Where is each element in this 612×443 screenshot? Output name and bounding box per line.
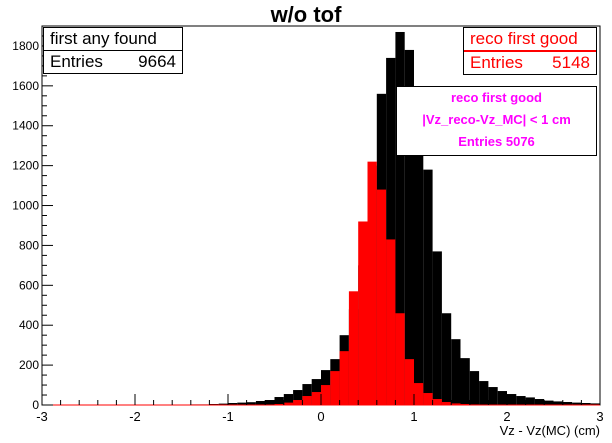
y-tick-label: 1800 xyxy=(12,39,39,53)
annotation-line-2: |Vz_reco-Vz_MC| < 1 cm xyxy=(422,112,571,127)
axes: 0 200 400 600 800 1000 1200 1400 1600 1800 -3 -2 -1 0… xyxy=(12,25,604,424)
bar-reco-first-good xyxy=(321,385,331,405)
y-tick-label: 200 xyxy=(19,358,39,372)
bar-reco-first-good xyxy=(395,313,405,405)
bar-first-any-found xyxy=(293,390,303,405)
x-tick-label: 3 xyxy=(596,409,603,424)
bar-first-any-found xyxy=(218,403,228,405)
bar-first-any-found xyxy=(525,397,535,405)
bar-reco-first-good xyxy=(404,359,414,405)
stats-box-name: reco first good xyxy=(464,28,596,51)
annotation-line-3: Entries 5076 xyxy=(458,134,535,149)
x-tick-label: -2 xyxy=(129,409,141,424)
bar-reco-first-good xyxy=(451,403,461,405)
y-tick-label: 800 xyxy=(19,238,39,252)
bar-first-any-found xyxy=(237,402,247,405)
y-tick-label: 1400 xyxy=(12,119,39,133)
bar-first-any-found xyxy=(246,402,256,405)
bar-first-any-found xyxy=(507,394,517,405)
bar-first-any-found xyxy=(432,251,442,405)
bar-first-any-found xyxy=(553,401,563,405)
bar-first-any-found xyxy=(274,397,284,405)
y-tick-label: 400 xyxy=(19,318,39,332)
chart-title: w/o tof xyxy=(270,2,342,27)
bar-first-any-found xyxy=(534,399,545,405)
x-tick-label: -3 xyxy=(36,409,48,424)
bar-first-any-found xyxy=(544,400,554,405)
bar-reco-first-good xyxy=(376,189,387,405)
bar-first-any-found xyxy=(228,403,238,405)
bar-reco-first-good xyxy=(348,291,359,405)
bar-reco-first-good xyxy=(367,161,377,405)
y-tick-label: 600 xyxy=(19,278,39,292)
bar-first-any-found xyxy=(255,401,266,405)
histogram-bars xyxy=(181,31,600,406)
bar-first-any-found xyxy=(441,313,452,405)
x-tick-label: 2 xyxy=(503,409,510,424)
bar-first-any-found xyxy=(516,396,526,405)
bar-reco-first-good xyxy=(339,351,349,405)
bar-first-any-found xyxy=(414,101,424,406)
bar-first-any-found xyxy=(395,31,405,405)
bar-reco-first-good xyxy=(302,396,312,405)
x-tick-label: 0 xyxy=(317,409,324,424)
bar-first-any-found xyxy=(404,49,414,406)
bar-first-any-found xyxy=(488,387,498,405)
bar-reco-first-good xyxy=(293,400,303,405)
x-tick-label: -1 xyxy=(222,409,234,424)
bar-reco-first-good xyxy=(283,402,294,405)
bar-first-any-found xyxy=(479,381,489,405)
annotation-line-1: reco first good xyxy=(450,90,542,105)
bar-first-any-found xyxy=(562,402,573,405)
x-tick-label: 1 xyxy=(410,409,417,424)
bar-first-any-found xyxy=(590,403,600,405)
annotation-box: reco first good |Vz_reco-Vz_MC| < 1 cm E… xyxy=(396,86,597,156)
stats-entries-value: 5148 xyxy=(552,53,590,72)
bar-reco-first-good xyxy=(432,399,442,405)
bar-first-any-found xyxy=(572,402,582,405)
y-tick-label: 1200 xyxy=(12,159,39,173)
bar-reco-first-good xyxy=(423,393,433,405)
stats-box-first-any-found: first any found Entries 9664 xyxy=(43,27,183,74)
bar-first-any-found xyxy=(460,358,470,405)
bar-reco-first-good xyxy=(414,383,424,405)
bar-first-any-found xyxy=(386,57,396,405)
bar-first-any-found xyxy=(451,339,461,405)
y-tick-label: 1600 xyxy=(12,79,39,93)
stats-entries-label: Entries xyxy=(50,52,103,71)
bar-first-any-found xyxy=(423,169,433,405)
x-axis-label: Vz - Vz(MC) (cm) xyxy=(499,423,600,438)
bar-first-any-found xyxy=(581,403,591,405)
bar-first-any-found xyxy=(469,371,480,405)
bar-reco-first-good xyxy=(386,239,396,405)
bar-reco-first-good xyxy=(330,371,340,405)
bar-first-any-found xyxy=(302,384,312,405)
y-tick-label: 1000 xyxy=(12,199,39,213)
bar-first-any-found xyxy=(497,391,507,405)
bar-reco-first-good xyxy=(441,402,452,405)
plot-frame xyxy=(41,25,601,406)
bar-first-any-found xyxy=(265,400,275,405)
stats-box-name: first any found xyxy=(50,29,157,48)
bar-first-any-found xyxy=(283,394,294,405)
stats-entries-value: 9664 xyxy=(138,52,176,71)
bar-reco-first-good xyxy=(358,221,368,405)
stats-box-reco-first-good: reco first good Entries 5148 xyxy=(463,27,597,75)
y-tick-label: 0 xyxy=(32,398,39,412)
bar-reco-first-good xyxy=(311,392,321,405)
stats-entries-label: Entries xyxy=(470,53,523,72)
